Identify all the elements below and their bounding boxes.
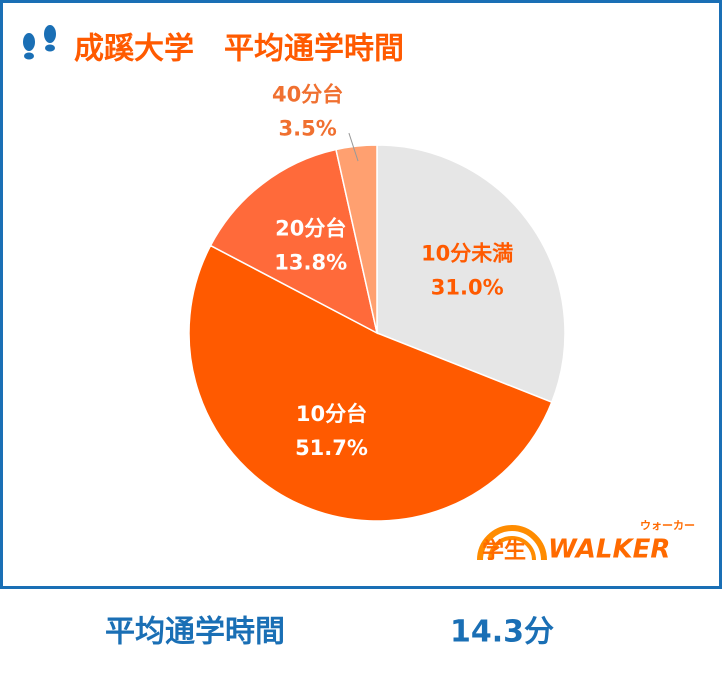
summary-value: 14.3分 [450, 615, 554, 650]
logo: 学生 WALKER ウォーカー [477, 519, 695, 565]
slice-category: 20分台 [275, 216, 346, 240]
slice-category: 10分台 [296, 402, 367, 426]
logo-brand: WALKER [548, 535, 670, 565]
footprint-icon [23, 25, 56, 60]
slice-category: 40分台 [272, 82, 343, 106]
summary-label: 平均通学時間 [105, 615, 285, 650]
logo-text: 学生 [482, 538, 526, 564]
logo-ruby: ウォーカー [640, 519, 695, 532]
slice-value: 13.8% [274, 250, 347, 274]
pie-slice [376, 144, 566, 404]
pie-slice [335, 144, 378, 334]
pie-slice [188, 244, 553, 522]
pie-slice [209, 148, 379, 335]
leader-line [348, 132, 359, 162]
chart-title: 成蹊大学 平均通学時間 [74, 32, 404, 67]
slice-value: 3.5% [279, 116, 337, 140]
slice-category: 10分未満 [421, 242, 513, 266]
pie: 10分未満 31.0% 10分台 51.7% 20分台 13.8% 40分台 3.5% [188, 82, 566, 522]
slice-value: 51.7% [295, 436, 368, 460]
slice-value: 31.0% [431, 276, 504, 300]
